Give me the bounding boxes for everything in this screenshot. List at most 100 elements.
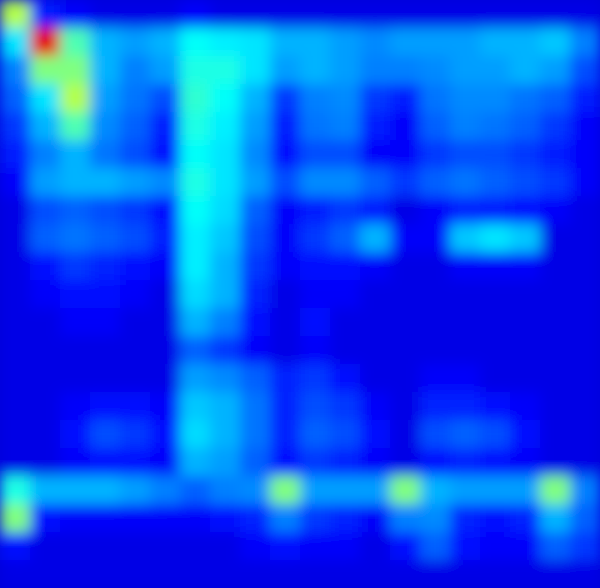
heat-cell: [300, 448, 331, 477]
heat-cell: [0, 336, 31, 365]
heat-cell: [120, 140, 151, 169]
heat-cell: [330, 56, 361, 85]
heat-cell: [30, 168, 61, 197]
heat-cell: [60, 56, 91, 85]
heat-cell: [120, 168, 151, 197]
heat-cell: [180, 476, 211, 505]
heat-cell: [330, 252, 361, 281]
heat-cell: [300, 476, 331, 505]
heat-cell: [390, 392, 421, 421]
heat-cell: [150, 392, 181, 421]
heat-cell: [330, 476, 361, 505]
heat-cell: [510, 448, 541, 477]
heat-cell: [90, 392, 121, 421]
heat-cell: [450, 56, 481, 85]
heat-cell: [510, 476, 541, 505]
heat-cell: [390, 308, 421, 337]
heat-cell: [150, 476, 181, 505]
heat-cell: [60, 252, 91, 281]
heat-cell: [450, 364, 481, 393]
heat-cell: [30, 28, 61, 57]
heat-cell: [330, 532, 361, 561]
heat-cell: [360, 112, 391, 141]
heat-cell: [420, 560, 451, 588]
heat-cell: [330, 112, 361, 141]
heat-cell: [300, 112, 331, 141]
heat-cell: [60, 448, 91, 477]
heat-cell: [90, 532, 121, 561]
heat-cell: [390, 504, 421, 533]
heat-cell: [570, 140, 600, 169]
heat-cell: [510, 336, 541, 365]
heat-cell: [570, 532, 600, 561]
heat-cell: [510, 140, 541, 169]
heat-cell: [120, 420, 151, 449]
heat-cell: [330, 84, 361, 113]
heat-cell: [480, 336, 511, 365]
heat-cell: [300, 168, 331, 197]
heat-cell: [60, 364, 91, 393]
heat-cell: [270, 112, 301, 141]
heat-cell: [420, 532, 451, 561]
heat-cell: [570, 196, 600, 225]
heat-cell: [570, 28, 600, 57]
heat-cell: [420, 84, 451, 113]
heat-cell: [570, 308, 600, 337]
heat-cell: [180, 504, 211, 533]
heat-cell: [210, 224, 241, 253]
heat-cell: [540, 392, 571, 421]
heat-cell: [420, 0, 451, 29]
heat-cell: [450, 84, 481, 113]
heat-cell: [90, 420, 121, 449]
heat-cell: [450, 168, 481, 197]
heat-cell: [450, 0, 481, 29]
heat-cell: [30, 392, 61, 421]
heat-cell: [450, 560, 481, 588]
heat-cell: [150, 0, 181, 29]
heat-cell: [300, 84, 331, 113]
heat-cell: [240, 308, 271, 337]
heat-cell: [270, 224, 301, 253]
heat-cell: [30, 252, 61, 281]
heat-cell: [150, 560, 181, 588]
heat-cell: [480, 168, 511, 197]
heat-cell: [420, 140, 451, 169]
heat-cell: [480, 504, 511, 533]
heat-cell: [240, 84, 271, 113]
heat-cell: [390, 56, 421, 85]
heat-cell: [540, 560, 571, 588]
heat-cell: [540, 28, 571, 57]
heat-cell: [480, 280, 511, 309]
heat-cell: [0, 364, 31, 393]
heat-cell: [30, 532, 61, 561]
heat-cell: [570, 336, 600, 365]
heat-cell: [570, 476, 600, 505]
heat-cell: [390, 252, 421, 281]
heat-cell: [420, 196, 451, 225]
heat-cell: [210, 448, 241, 477]
heat-cell: [300, 252, 331, 281]
heat-cell: [450, 140, 481, 169]
heat-cell: [180, 560, 211, 588]
heat-cell: [150, 252, 181, 281]
heat-cell: [510, 84, 541, 113]
heat-cell: [450, 308, 481, 337]
heat-cell: [420, 392, 451, 421]
heat-cell: [0, 504, 31, 533]
heat-cell: [390, 168, 421, 197]
heat-cell: [150, 112, 181, 141]
heat-cell: [270, 560, 301, 588]
heat-cell: [540, 168, 571, 197]
heat-cell: [30, 0, 61, 29]
heat-cell: [540, 0, 571, 29]
heat-cell: [360, 560, 391, 588]
heat-cell: [180, 364, 211, 393]
heat-cell: [60, 504, 91, 533]
heat-cell: [30, 84, 61, 113]
heat-cell: [30, 448, 61, 477]
heat-cell: [120, 476, 151, 505]
heat-cell: [450, 280, 481, 309]
heat-cell: [240, 336, 271, 365]
heat-cell: [330, 336, 361, 365]
heat-cell: [300, 336, 331, 365]
